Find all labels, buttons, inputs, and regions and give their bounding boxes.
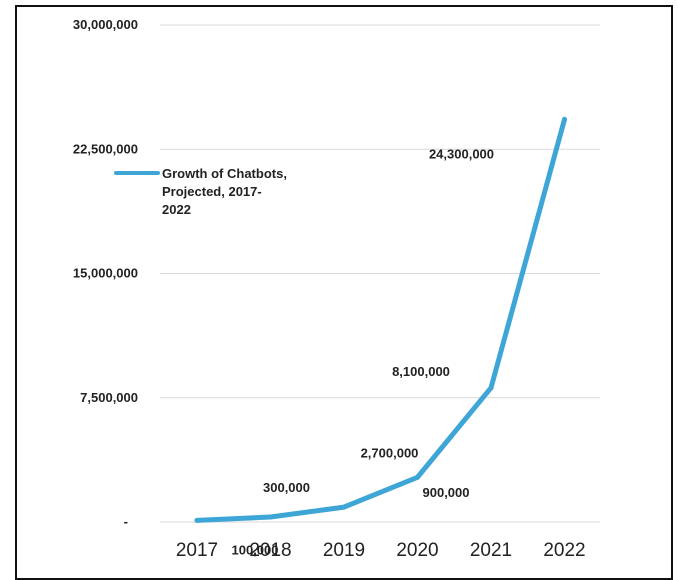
data-label: 2,700,000	[361, 445, 419, 460]
y-tick-label: 15,000,000	[73, 266, 138, 281]
data-point	[341, 504, 347, 510]
x-tick-label: 2021	[470, 540, 512, 561]
x-tick-label: 2018	[249, 540, 291, 561]
x-tick-label: 2020	[396, 540, 438, 561]
data-label: 8,100,000	[392, 364, 450, 379]
x-tick-label: 2022	[543, 540, 585, 561]
data-point	[415, 474, 420, 480]
line-chart: - 7,500,000 15,000,000 22,500,000 30,000,000…	[73, 17, 600, 561]
data-label: 100,000	[232, 542, 279, 557]
data-point	[268, 514, 273, 520]
legend-label-line: 2022	[162, 202, 191, 217]
y-tick-label: 7,500,000	[80, 390, 138, 405]
data-labels: 100,000 300,000 900,000 2,700,000 8,100,000 2…	[232, 146, 495, 557]
data-label: 300,000	[263, 480, 310, 495]
y-axis-ticks: - 7,500,000 15,000,000 22,500,000 30,000,000	[73, 17, 138, 529]
data-label: 24,300,000	[429, 146, 494, 161]
chart-frame	[15, 5, 673, 580]
legend-label-line: Projected, 2017-	[162, 184, 262, 199]
legend: Growth of Chatbots, Projected, 2017- 2022	[114, 166, 287, 217]
data-label: 900,000	[423, 485, 470, 500]
y-tick-label: 30,000,000	[73, 17, 138, 32]
gridlines	[160, 24, 600, 523]
legend-label-line: Growth of Chatbots,	[162, 166, 287, 181]
series-line	[194, 116, 567, 523]
y-tick-label: 22,500,000	[73, 141, 138, 156]
series	[194, 116, 567, 523]
x-tick-label: 2017	[176, 540, 218, 561]
data-point	[562, 116, 567, 122]
data-point	[488, 385, 494, 391]
x-axis-ticks: 2017 2018 2019 2020 2021 2022	[176, 540, 586, 561]
data-point	[194, 517, 200, 523]
y-tick-label: -	[124, 514, 128, 529]
x-tick-label: 2019	[323, 540, 365, 561]
